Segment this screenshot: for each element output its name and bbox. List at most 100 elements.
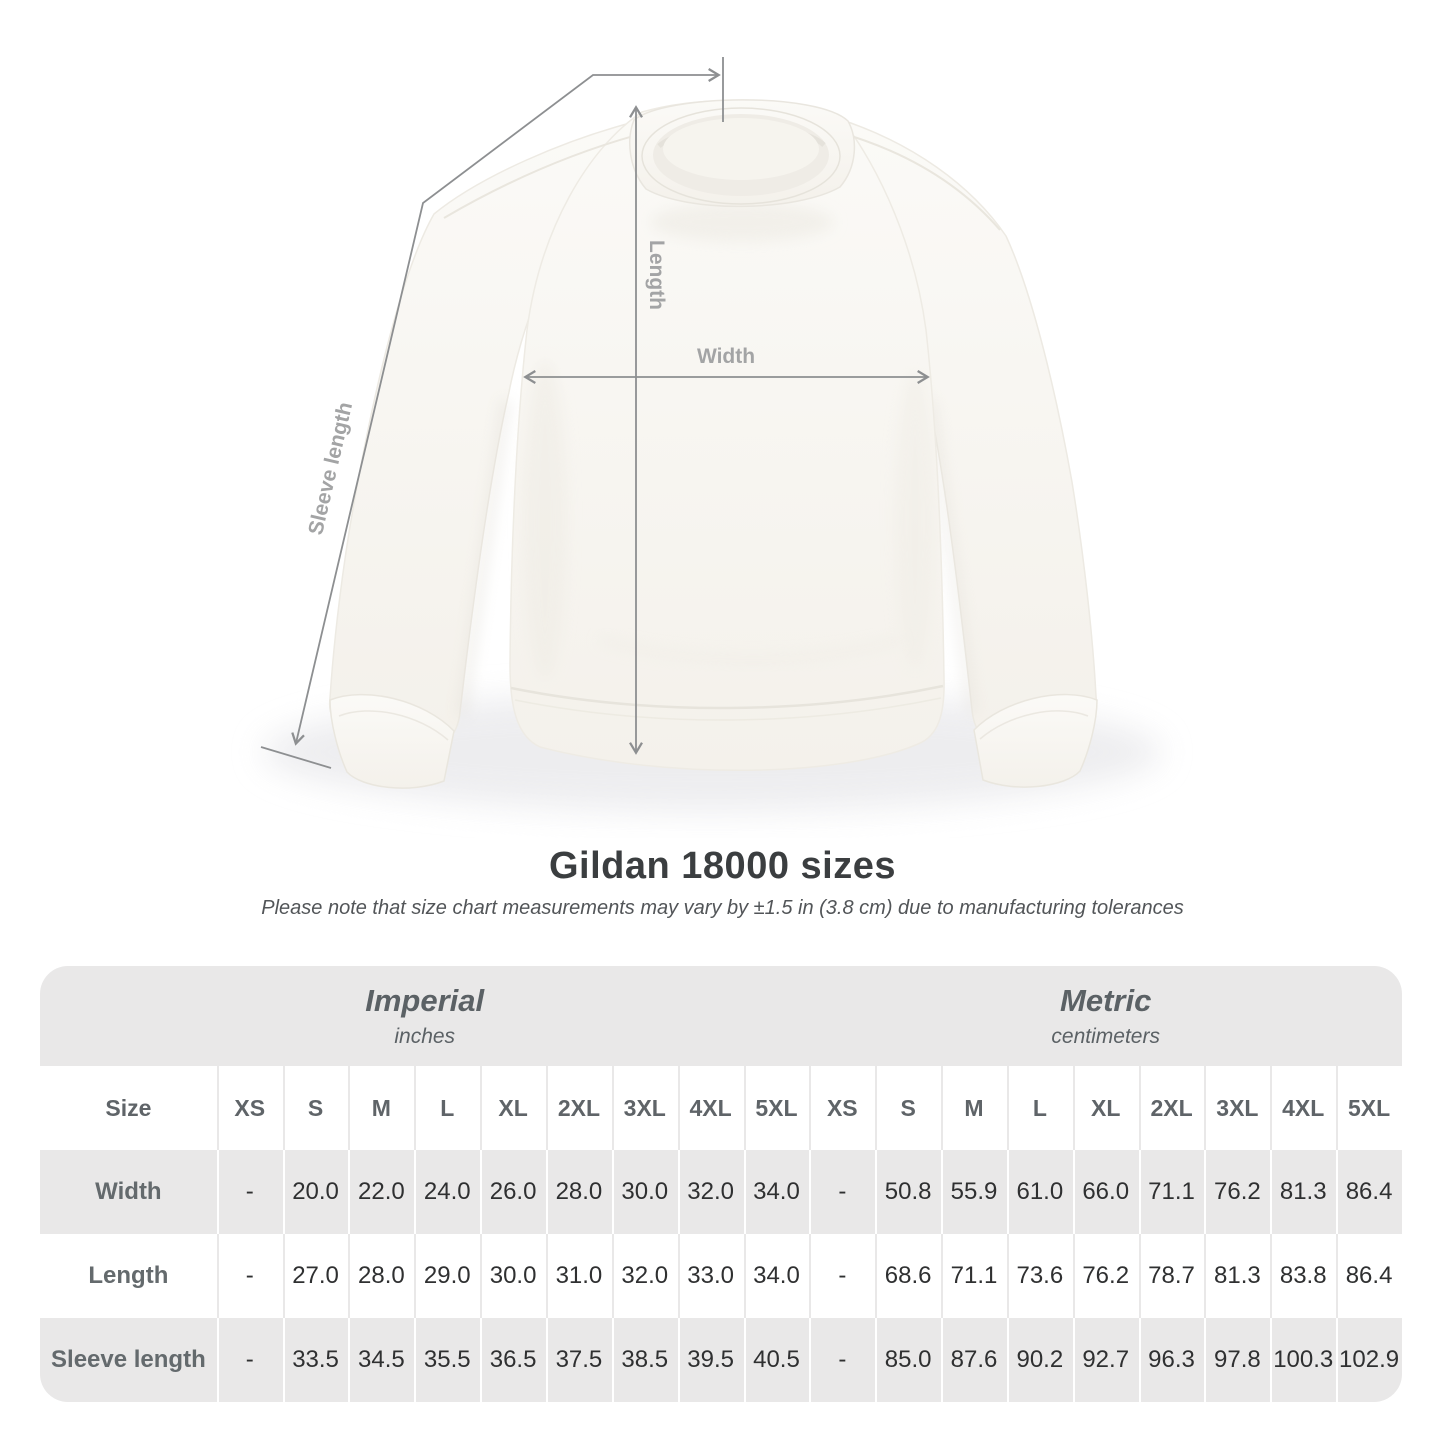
size-column-header: XL	[1073, 1066, 1139, 1150]
unit-header-imperial: Imperial inches	[40, 966, 809, 1066]
value-cell: 40.5	[744, 1318, 810, 1402]
unit-band: Imperial inches Metric centimeters	[40, 966, 1402, 1066]
value-cell: 92.7	[1073, 1318, 1139, 1402]
title-block: Gildan 18000 sizes Please note that size…	[0, 838, 1445, 920]
value-cell: 29.0	[414, 1234, 480, 1318]
size-column-header: M	[348, 1066, 414, 1150]
value-cell: 36.5	[480, 1318, 546, 1402]
garment-illustration: Width Length Sleeve length	[260, 57, 1162, 812]
size-column-header: 3XL	[612, 1066, 678, 1150]
size-column-header: S	[283, 1066, 349, 1150]
value-cell: 90.2	[1007, 1318, 1073, 1402]
size-column-header: 2XL	[546, 1066, 612, 1150]
size-column-header: L	[1007, 1066, 1073, 1150]
value-cell: -	[809, 1234, 875, 1318]
value-cell: -	[217, 1150, 283, 1234]
size-column-header: 4XL	[678, 1066, 744, 1150]
sweatshirt	[328, 99, 1098, 789]
size-column-header: XS	[809, 1066, 875, 1150]
size-header-row: Size XS S M L XL 2XL 3XL 4XL 5XL XS S M L XL 2XL 3XL 4XL 5…	[40, 1066, 1402, 1150]
value-cell: 50.8	[875, 1150, 941, 1234]
value-cell: 86.4	[1336, 1150, 1402, 1234]
value-cell: -	[217, 1318, 283, 1402]
value-cell: -	[217, 1234, 283, 1318]
value-cell: 55.9	[941, 1150, 1007, 1234]
value-cell: 96.3	[1139, 1318, 1205, 1402]
page-subtitle: Please note that size chart measurements…	[261, 897, 1184, 919]
value-cell: 68.6	[875, 1234, 941, 1318]
value-cell: 102.9	[1336, 1318, 1402, 1402]
value-cell: 66.0	[1073, 1150, 1139, 1234]
value-cell: 32.0	[678, 1150, 744, 1234]
value-cell: 71.1	[941, 1234, 1007, 1318]
unit-sub-metric: centimeters	[1051, 1025, 1160, 1048]
value-cell: 83.8	[1270, 1234, 1336, 1318]
value-cell: 78.7	[1139, 1234, 1205, 1318]
value-cell: 32.0	[612, 1234, 678, 1318]
value-cell: 31.0	[546, 1234, 612, 1318]
value-cell: 30.0	[612, 1150, 678, 1234]
size-column-header: 3XL	[1204, 1066, 1270, 1150]
value-cell: 85.0	[875, 1318, 941, 1402]
value-cell: 24.0	[414, 1150, 480, 1234]
unit-name-metric: Metric	[1060, 983, 1152, 1018]
table-row: Length -27.0 28.0 29.0 30.0 31.0 32.0 33.0 34.0-…	[40, 1234, 1402, 1318]
value-cell: -	[809, 1318, 875, 1402]
size-column-header: 2XL	[1139, 1066, 1205, 1150]
size-column-header: L	[414, 1066, 480, 1150]
page-title: Gildan 18000 sizes	[549, 845, 896, 887]
hero-section: Width Length Sleeve length	[260, 57, 1162, 812]
value-cell: 71.1	[1139, 1150, 1205, 1234]
value-cell: 97.8	[1204, 1318, 1270, 1402]
value-cell: 33.5	[283, 1318, 349, 1402]
size-column-header: M	[941, 1066, 1007, 1150]
value-cell: 37.5	[546, 1318, 612, 1402]
unit-sub-imperial: inches	[394, 1025, 456, 1048]
size-corner-header: Size	[105, 1094, 152, 1121]
size-column-header: 4XL	[1270, 1066, 1336, 1150]
value-cell: 30.0	[480, 1234, 546, 1318]
row-label: Width	[95, 1178, 162, 1205]
value-cell: 28.0	[546, 1150, 612, 1234]
value-cell: 73.6	[1007, 1234, 1073, 1318]
value-cell: 20.0	[283, 1150, 349, 1234]
size-column-header: S	[875, 1066, 941, 1150]
size-column-header: XL	[480, 1066, 546, 1150]
value-cell: 35.5	[414, 1318, 480, 1402]
value-cell: 81.3	[1204, 1234, 1270, 1318]
value-cell: 34.5	[348, 1318, 414, 1402]
width-label: Width	[697, 345, 755, 368]
value-cell: 81.3	[1270, 1150, 1336, 1234]
table-row: Width -20.0 22.0 24.0 26.0 28.0 30.0 32.0 34.0-5…	[40, 1150, 1402, 1234]
table-row: Sleeve length -33.5 34.5 35.5 36.5 37.5 38.5 39…	[40, 1318, 1402, 1402]
value-cell: 28.0	[348, 1234, 414, 1318]
length-label: Length	[645, 240, 668, 310]
unit-header-metric: Metric centimeters	[809, 966, 1402, 1066]
value-cell: 38.5	[612, 1318, 678, 1402]
sleeve-dimension-line	[291, 68, 721, 746]
value-cell: 34.0	[744, 1234, 810, 1318]
value-cell: 26.0	[480, 1150, 546, 1234]
value-cell: 61.0	[1007, 1150, 1073, 1234]
unit-name-imperial: Imperial	[365, 983, 485, 1018]
size-column-header: XS	[217, 1066, 283, 1150]
value-cell: 76.2	[1073, 1234, 1139, 1318]
value-cell: 86.4	[1336, 1234, 1402, 1318]
value-cell: 87.6	[941, 1318, 1007, 1402]
value-cell: -	[809, 1150, 875, 1234]
value-cell: 34.0	[744, 1150, 810, 1234]
value-cell: 22.0	[348, 1150, 414, 1234]
cuff-witness-line	[260, 746, 332, 769]
value-cell: 76.2	[1204, 1150, 1270, 1234]
dimension-lines	[260, 57, 930, 769]
row-label: Sleeve length	[51, 1346, 206, 1373]
row-label: Length	[88, 1262, 169, 1289]
value-cell: 33.0	[678, 1234, 744, 1318]
size-table: Imperial inches Metric centimeters Size X…	[40, 966, 1402, 1402]
size-column-header: 5XL	[744, 1066, 810, 1150]
size-column-header: 5XL	[1336, 1066, 1402, 1150]
value-cell: 27.0	[283, 1234, 349, 1318]
value-cell: 100.3	[1270, 1318, 1336, 1402]
value-cell: 39.5	[678, 1318, 744, 1402]
